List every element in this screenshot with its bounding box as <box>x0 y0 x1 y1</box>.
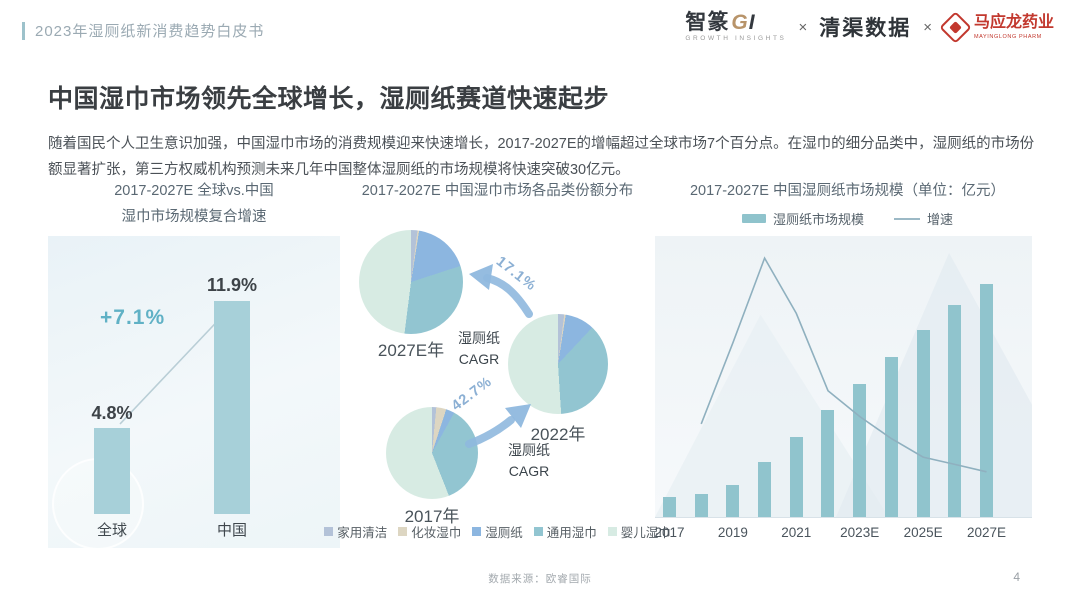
logo-separator: × <box>923 18 932 36</box>
zhizhuan-gi-logo: 智篆GI GROWTH INSIGHTS <box>685 12 786 43</box>
chart-title-line1: 2017-2027E 全球vs.中国 <box>114 183 274 199</box>
page-title: 中国湿巾市场领先全球增长，湿厕纸赛道快速起步 <box>48 84 610 113</box>
gi-mark: GI <box>731 11 756 34</box>
line-swatch <box>894 217 920 220</box>
legend-label: 化妆湿巾 <box>411 526 462 540</box>
legend-label: 湿厕纸 <box>485 526 523 540</box>
legend-swatch <box>324 527 334 536</box>
legend-label-line: 增速 <box>927 212 954 228</box>
zhizhuan-logo-text: 智篆 <box>685 11 730 34</box>
category-label-china: 中国 <box>216 522 247 540</box>
report-name: 2023年湿厕纸新消费趋势白皮书 <box>35 23 265 40</box>
category-share-pie-chart: 2017-2027E 中国湿巾市场各品类份额分布 2027E年 2022年 20… <box>324 178 671 553</box>
cagr-label-2: 湿厕纸 CAGR <box>508 442 550 479</box>
qingqu-logo: 清渠数据 <box>819 17 912 41</box>
delta-annotation: +7.1% <box>100 306 166 330</box>
chart-title-line2: 湿巾市场规模复合增速 <box>121 209 267 226</box>
legend-swatch <box>472 527 482 536</box>
x-axis-tick-label: 2019 <box>717 525 748 541</box>
market-size-bar <box>789 437 803 518</box>
pie-legend-item: 家用清洁 <box>324 522 387 541</box>
market-size-bar <box>979 284 993 518</box>
legend-swatch <box>533 527 543 536</box>
pie-legend-item: 化妆湿巾 <box>398 522 461 541</box>
pie-label-2017: 2017年 <box>404 507 460 526</box>
market-size-bar <box>853 384 867 518</box>
market-size-bar <box>884 357 898 518</box>
legend-item-bar: 湿厕纸市场规模 <box>741 209 864 228</box>
data-source-note: 数据来源：欧睿国际 <box>488 573 592 585</box>
global-vs-china-cagr-chart: 2017-2027E 全球vs.中国 湿巾市场规模复合增速 4.8% 11.9%… <box>48 178 340 551</box>
legend-label: 婴儿湿巾 <box>620 526 671 540</box>
market-size-bar <box>916 330 930 518</box>
cagr-value-42: 42.7% <box>448 373 496 415</box>
cagr-label-1: 湿厕纸 CAGR <box>458 330 500 367</box>
x-axis-tick-label: 2021 <box>781 525 812 541</box>
x-axis-tick-label: 2025E <box>903 525 943 541</box>
market-size-bars <box>663 237 993 518</box>
pie-label-2027e: 2027E年 <box>377 341 445 360</box>
bar-swatch <box>741 214 766 224</box>
legend-label-bar: 湿厕纸市场规模 <box>772 212 864 228</box>
cagr-chart-plot-area: 4.8% 11.9% +7.1% 全球 中国 <box>48 236 340 551</box>
pie-2017 <box>386 407 478 499</box>
market-size-bar <box>694 494 708 518</box>
header: 2023年湿厕纸新消费趋势白皮书 <box>22 20 264 41</box>
legend-swatch <box>607 527 617 536</box>
legend-label: 通用湿巾 <box>546 526 597 540</box>
mayinglong-logo-text: 马应龙药业 <box>973 14 1054 32</box>
market-size-bar <box>726 485 740 518</box>
market-size-bar <box>758 462 772 518</box>
bar-china <box>214 301 250 515</box>
x-axis-tick-label: 2017 <box>654 525 685 541</box>
combo-plot-area <box>655 236 1032 519</box>
x-axis-tick-label: 2023E <box>840 525 880 541</box>
intro-paragraph: 随着国民个人卫生意识加强，中国湿巾市场的消费规模迎来快速增长，2017-2027… <box>48 135 1035 179</box>
brand-logos: 智篆GI GROWTH INSIGHTS × 清渠数据 × 马应龙药业 MAYI… <box>685 10 1054 44</box>
zhizhuan-logo-subtext: GROWTH INSIGHTS <box>685 35 787 42</box>
market-size-bar <box>821 410 835 518</box>
legend-item-line: 增速 <box>894 209 953 228</box>
pie-legend-item: 湿厕纸 <box>472 522 523 541</box>
bar-global <box>94 428 130 515</box>
pie-legend-item: 通用湿巾 <box>533 522 597 541</box>
pie-label-2022: 2022年 <box>530 425 586 444</box>
legend-swatch <box>398 527 408 536</box>
combo-chart-title: 2017-2027E 中国湿厕纸市场规模（单位：亿元） <box>689 183 1006 199</box>
mayinglong-logo-subtext: MAYINGLONG PHARM <box>973 34 1042 41</box>
market-size-bar <box>663 497 676 518</box>
page-number: 4 <box>1013 570 1020 584</box>
mayinglong-logo: 马应龙药业 MAYINGLONG PHARM <box>939 10 1054 44</box>
growth-rate-line <box>700 256 987 473</box>
value-label-china: 11.9% <box>206 275 258 296</box>
legend-label: 家用清洁 <box>337 526 388 540</box>
x-axis-labels: 2017 2019 2021 2023E 2025E 2027E <box>654 525 1040 543</box>
cagr-value-17: 17.1% <box>492 253 540 295</box>
mayinglong-diamond-icon <box>939 10 972 44</box>
pie-legend-item: 婴儿湿巾 <box>607 522 671 541</box>
x-axis-tick-label: 2027E <box>966 525 1007 541</box>
logo-separator: × <box>798 18 808 36</box>
combo-legend: 湿厕纸市场规模 增速 <box>655 209 1040 228</box>
pie-chart-title: 2017-2027E 中国湿巾市场各品类份额分布 <box>361 183 634 199</box>
pie-2022 <box>508 314 608 414</box>
market-size-combo-chart: 2017-2027E 中国湿厕纸市场规模（单位：亿元） 湿厕纸市场规模 增速 2… <box>654 178 1040 543</box>
category-label-global: 全球 <box>96 522 127 540</box>
header-accent-bar <box>22 21 25 40</box>
pie-2027e <box>359 230 463 334</box>
value-label-global: 4.8% <box>91 403 133 424</box>
pie-legend: 家用清洁 化妆湿巾 湿厕纸 通用湿巾 婴儿湿巾 <box>324 522 671 541</box>
